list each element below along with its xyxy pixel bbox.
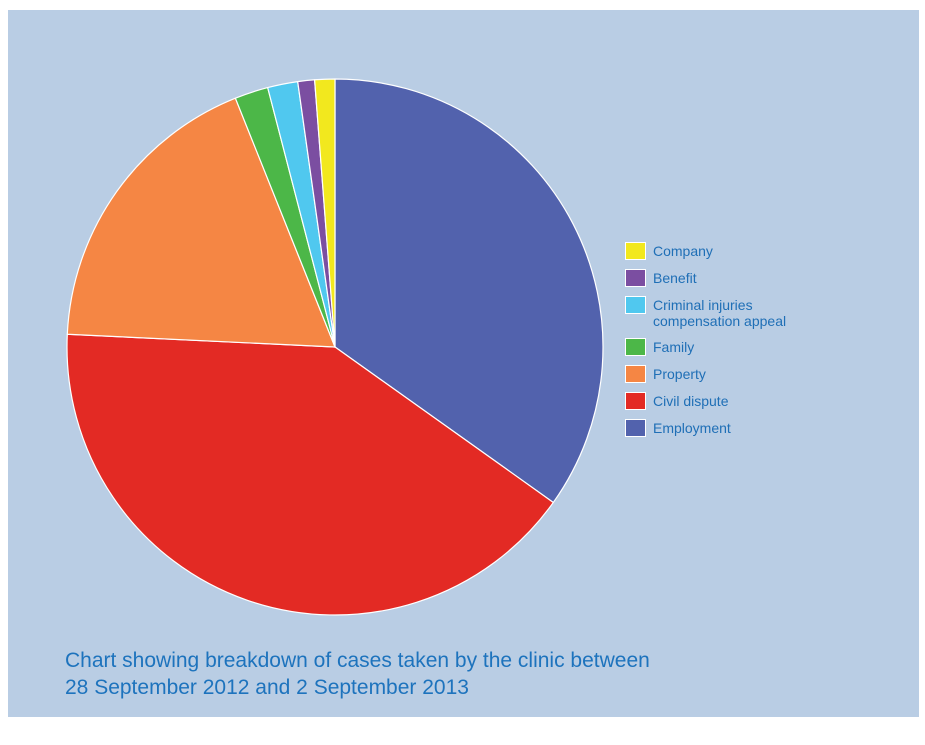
caption-line-1: Chart showing breakdown of cases taken b… <box>65 649 650 672</box>
pie-slice-property <box>66 97 336 348</box>
legend-swatch <box>625 392 646 410</box>
legend-label: Civil dispute <box>653 393 729 409</box>
legend-swatch <box>625 296 646 314</box>
chart-panel: Company Benefit Criminal injuries compensat… <box>8 10 919 717</box>
legend-item-benefit: Benefit <box>625 268 915 287</box>
legend-label: Property <box>653 366 706 382</box>
caption-line-2: 28 September 2012 and 2 September 2013 <box>65 676 469 699</box>
legend-swatch <box>625 419 646 437</box>
legend-swatch <box>625 269 646 287</box>
legend-label: Employment <box>653 420 731 436</box>
pie-slice-civil-dispute <box>66 333 554 616</box>
pie-slice-company <box>314 78 336 348</box>
legend-item-employment: Employment <box>625 418 915 437</box>
legend-label: Family <box>653 339 695 355</box>
pie-slice-employment <box>334 78 604 504</box>
legend-swatch <box>625 242 646 260</box>
legend-item-civil-dispute: Civil dispute <box>625 391 915 410</box>
legend-label: compensation appeal <box>653 313 787 329</box>
legend-swatch <box>625 338 646 356</box>
chart-caption: Chart showing breakdown of cases taken b… <box>65 647 885 701</box>
legend-swatch <box>625 365 646 383</box>
legend-label: Company <box>653 243 713 259</box>
legend-item-property: Property <box>625 364 915 383</box>
legend-item-criminal-injuries-compensation-appeal: Criminal injuries compensation appeal <box>625 295 915 329</box>
legend-label: Criminal injuries <box>653 297 753 313</box>
pie-chart <box>66 78 604 616</box>
chart-legend: Company Benefit Criminal injuries compensat… <box>625 241 915 445</box>
legend-item-company: Company <box>625 241 915 260</box>
legend-label: Benefit <box>653 270 697 286</box>
legend-item-family: Family <box>625 337 915 356</box>
